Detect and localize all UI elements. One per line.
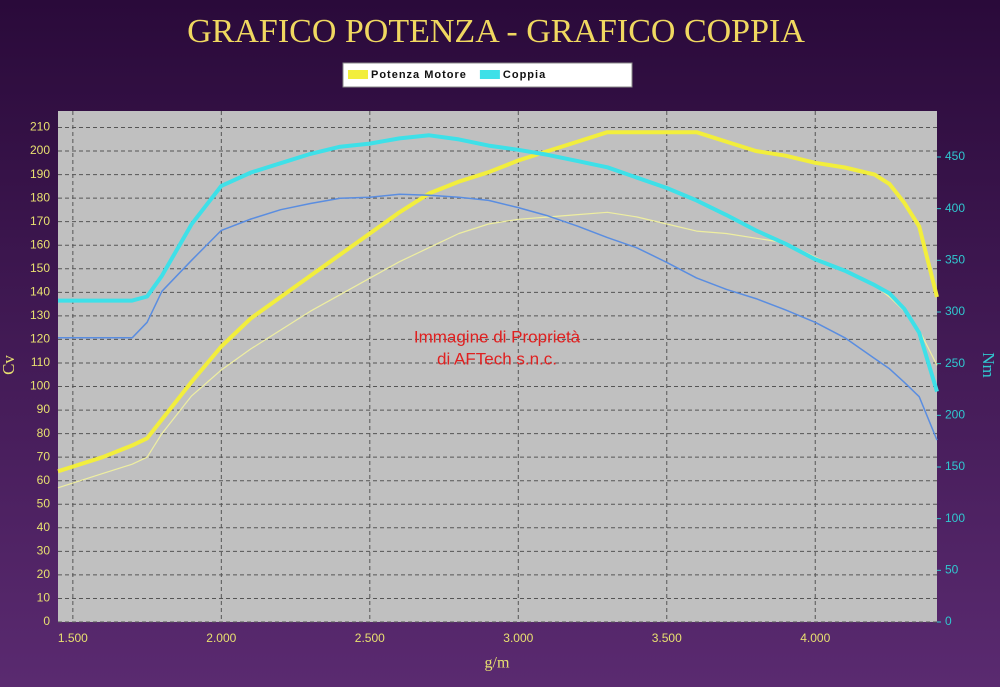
- y-tick-label: 70: [37, 449, 51, 463]
- lines: [57, 130, 939, 489]
- series-line: [58, 193, 938, 441]
- y2-tick-label: 250: [945, 356, 965, 370]
- y-tick-label: 150: [30, 261, 50, 275]
- y-tick-label: 0: [43, 614, 50, 628]
- y-tick-label: 60: [37, 473, 51, 487]
- annotation: Immagine di Proprietà: [414, 327, 581, 346]
- y-tick-label: 100: [30, 379, 50, 393]
- y-tick-label: 160: [30, 237, 50, 251]
- y2-axis-label: Nm: [979, 352, 998, 378]
- y-tick-label: 110: [31, 355, 50, 369]
- x-tick-label: 2.000: [206, 631, 236, 645]
- x-tick-label: 4.000: [800, 631, 830, 645]
- y-tick-label: 180: [30, 190, 50, 204]
- grid: [58, 111, 937, 623]
- y-tick-label: 210: [30, 120, 50, 134]
- y2-tick-label: 100: [945, 511, 965, 525]
- y-tick-label: 200: [30, 143, 50, 157]
- chart-title: GRAFICO POTENZA - GRAFICO COPPIA: [187, 13, 805, 50]
- y-tick-label: 120: [30, 332, 50, 346]
- y2-tick-label: 450: [945, 149, 965, 163]
- y2-tick-label: 400: [945, 201, 965, 215]
- y-tick-label: 90: [37, 402, 51, 416]
- legend-swatch: [479, 70, 500, 79]
- y2-tick-label: 150: [945, 459, 965, 473]
- y-tick-label: 50: [37, 496, 51, 510]
- legend-label: Potenza Motore: [371, 69, 467, 81]
- y-tick-label: 30: [37, 544, 51, 558]
- y-tick-label: 40: [37, 520, 51, 534]
- y-tick-label: 130: [30, 308, 50, 322]
- x-tick-label: 3.000: [503, 631, 533, 645]
- annotation: di AFTech s.n.c.: [437, 349, 557, 368]
- y-tick-label: 20: [37, 567, 51, 581]
- x-tick-label: 3.500: [652, 631, 682, 645]
- y-tick-label: 190: [30, 167, 50, 181]
- y2-tick-label: 200: [945, 407, 965, 421]
- series-line: [57, 130, 939, 474]
- y2-tick-label: 300: [945, 304, 965, 318]
- ticks: 0 10 20 30 40 50 60 70 80 90 100 110 120 130 140 150 160…: [30, 120, 965, 646]
- y-tick-label: 170: [30, 214, 50, 228]
- x-tick-label: 2.500: [355, 631, 385, 645]
- legend-swatch: [348, 70, 368, 79]
- legend: Potenza Motore Coppia: [348, 69, 546, 81]
- series-line: [58, 133, 939, 393]
- y-axis-label: Cv: [0, 355, 18, 375]
- x-axis-label: g/m: [485, 655, 510, 672]
- y2-tick-label: 350: [945, 252, 965, 266]
- y-tick-label: 10: [37, 591, 51, 605]
- y2-tick-label: 50: [945, 563, 959, 577]
- y-tick-label: 140: [30, 284, 50, 298]
- y2-tick-label: 0: [945, 614, 952, 628]
- y-tick-label: 80: [37, 426, 51, 440]
- legend-label: Coppia: [503, 69, 546, 81]
- x-tick-label: 1.500: [58, 631, 88, 645]
